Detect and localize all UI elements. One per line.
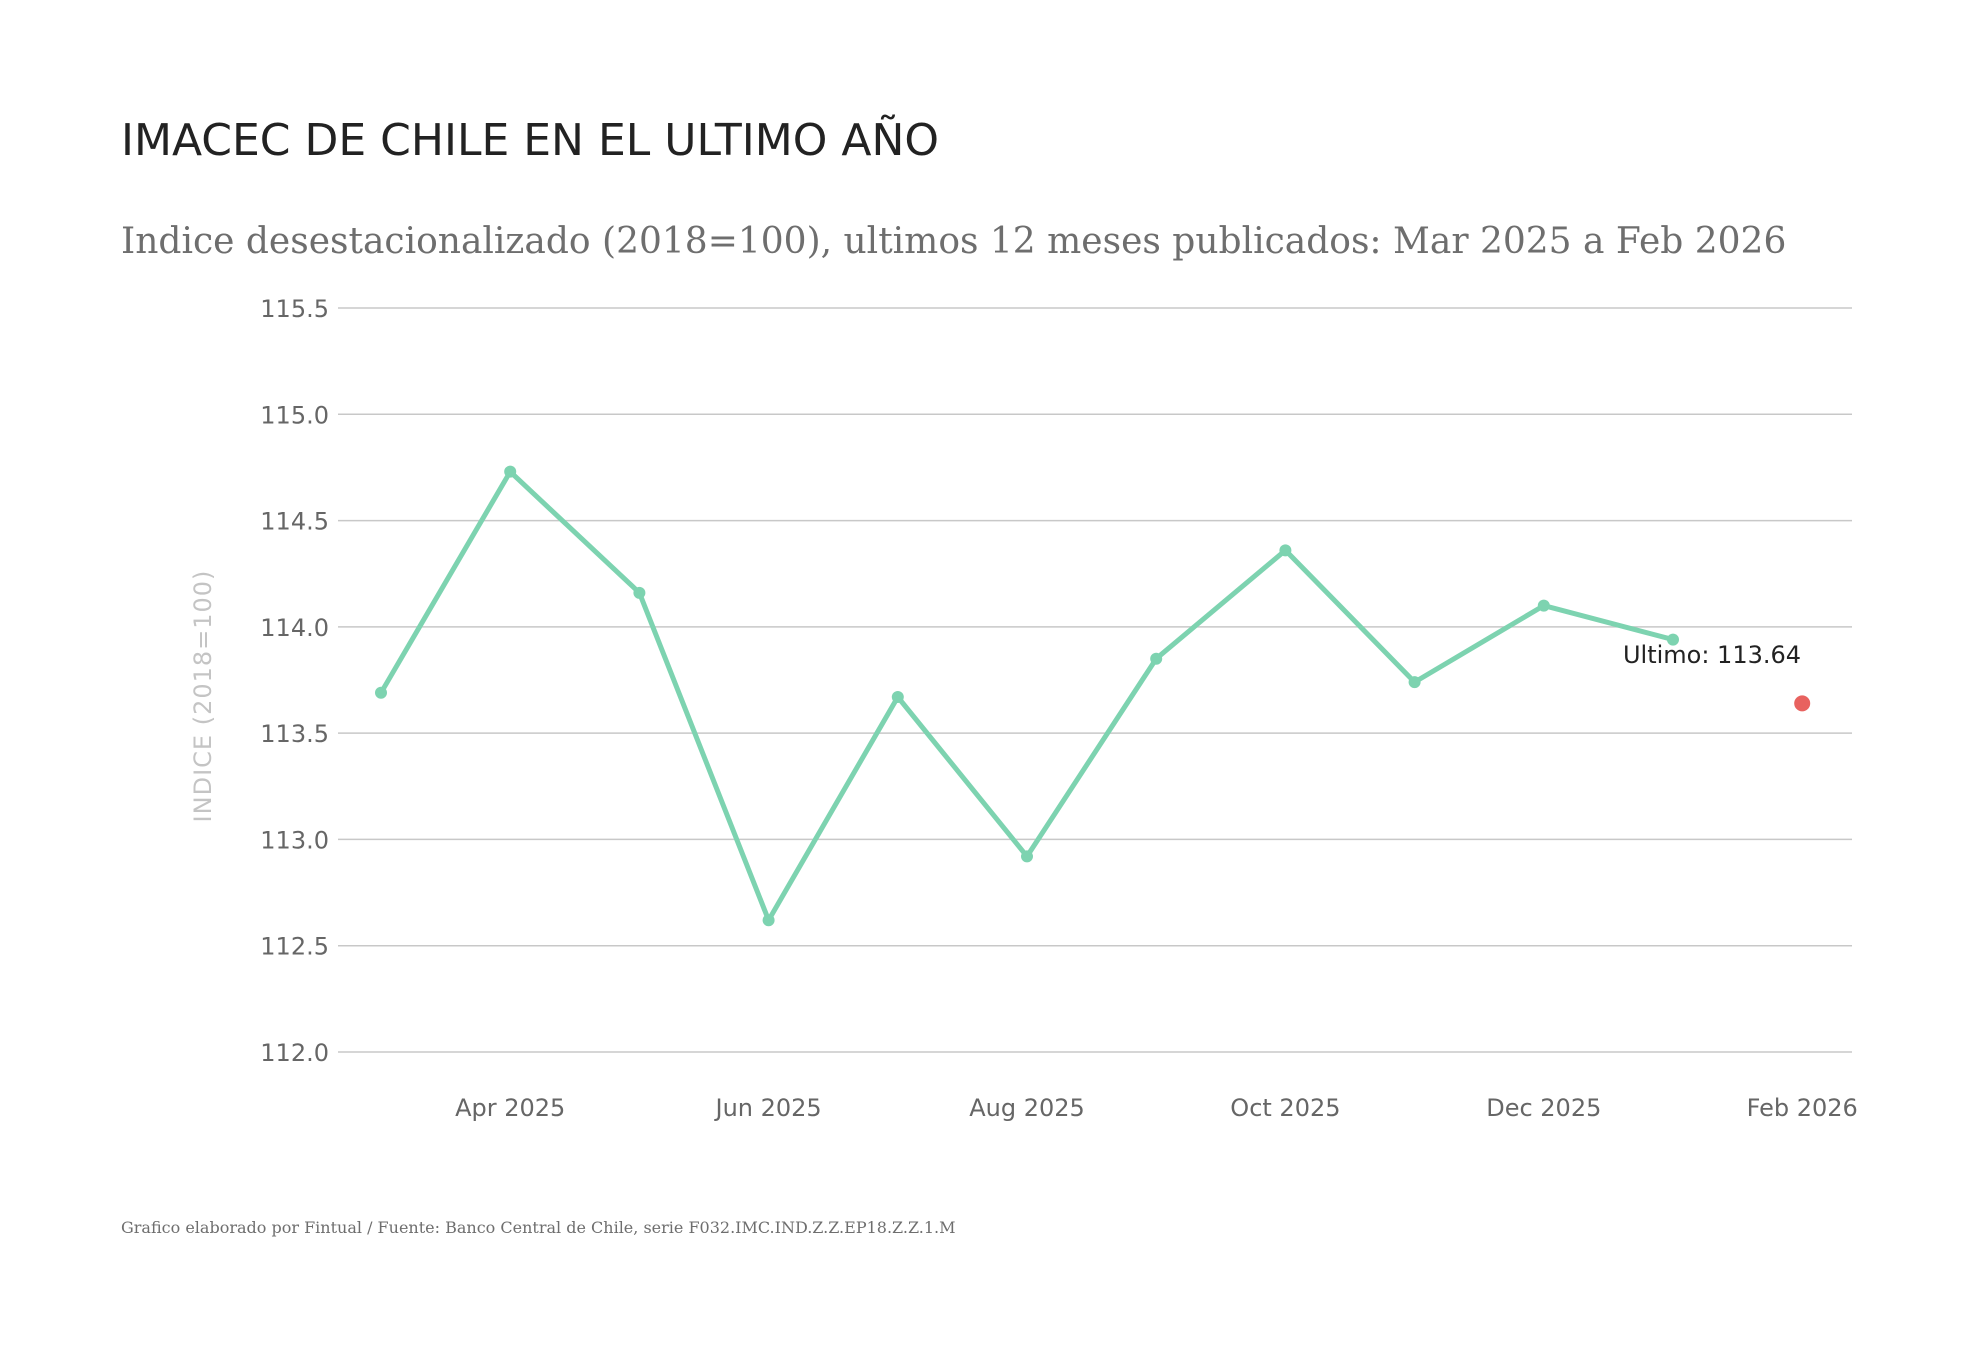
y-axis-ticks: 112.0 112.5 113.0 113.5 114.0 114.5 115.0 115.5 bbox=[260, 295, 329, 1067]
y-tick-label: 115.0 bbox=[260, 401, 329, 429]
last-data-point bbox=[1794, 695, 1811, 712]
last-value-annotation: Ultimo: 113.64 bbox=[1623, 641, 1801, 669]
x-tick-label: Feb 2026 bbox=[1747, 1094, 1858, 1122]
chart-title: IMACEC DE CHILE EN EL ULTIMO AÑO bbox=[121, 114, 939, 166]
data-point bbox=[1150, 652, 1163, 665]
data-point bbox=[762, 914, 775, 927]
grid-lines bbox=[338, 307, 1852, 1053]
x-tick-label: Aug 2025 bbox=[969, 1094, 1085, 1122]
y-tick-label: 112.0 bbox=[260, 1039, 329, 1067]
data-point bbox=[375, 686, 387, 699]
chart-subtitle: Indice desestacionalizado (2018=100), ul… bbox=[121, 221, 1786, 262]
y-tick-label: 115.5 bbox=[260, 295, 329, 323]
data-point bbox=[1667, 633, 1679, 646]
y-tick-label: 112.5 bbox=[260, 933, 329, 961]
y-tick-label: 114.0 bbox=[260, 614, 329, 642]
x-tick-label: Jun 2025 bbox=[713, 1094, 821, 1122]
data-point bbox=[1408, 676, 1421, 689]
x-axis-ticks: Apr 2025 Jun 2025 Aug 2025 Oct 2025 Dec 2025… bbox=[455, 1094, 1858, 1122]
data-point bbox=[1537, 599, 1550, 612]
data-point bbox=[1021, 850, 1033, 863]
x-tick-label: Apr 2025 bbox=[455, 1094, 565, 1122]
y-tick-label: 113.5 bbox=[260, 720, 329, 748]
data-point bbox=[1279, 544, 1292, 557]
y-tick-label: 113.0 bbox=[260, 826, 329, 854]
y-tick-label: 114.5 bbox=[260, 508, 329, 536]
source-note: Grafico elaborado por Fintual / Fuente: … bbox=[121, 1218, 956, 1237]
data-point bbox=[504, 465, 517, 478]
data-point bbox=[891, 691, 904, 704]
data-point bbox=[633, 586, 646, 599]
x-tick-label: Dec 2025 bbox=[1486, 1094, 1601, 1122]
y-axis-label: INDICE (2018=100) bbox=[189, 570, 217, 823]
series-group bbox=[375, 465, 1811, 927]
x-tick-label: Oct 2025 bbox=[1230, 1094, 1340, 1122]
